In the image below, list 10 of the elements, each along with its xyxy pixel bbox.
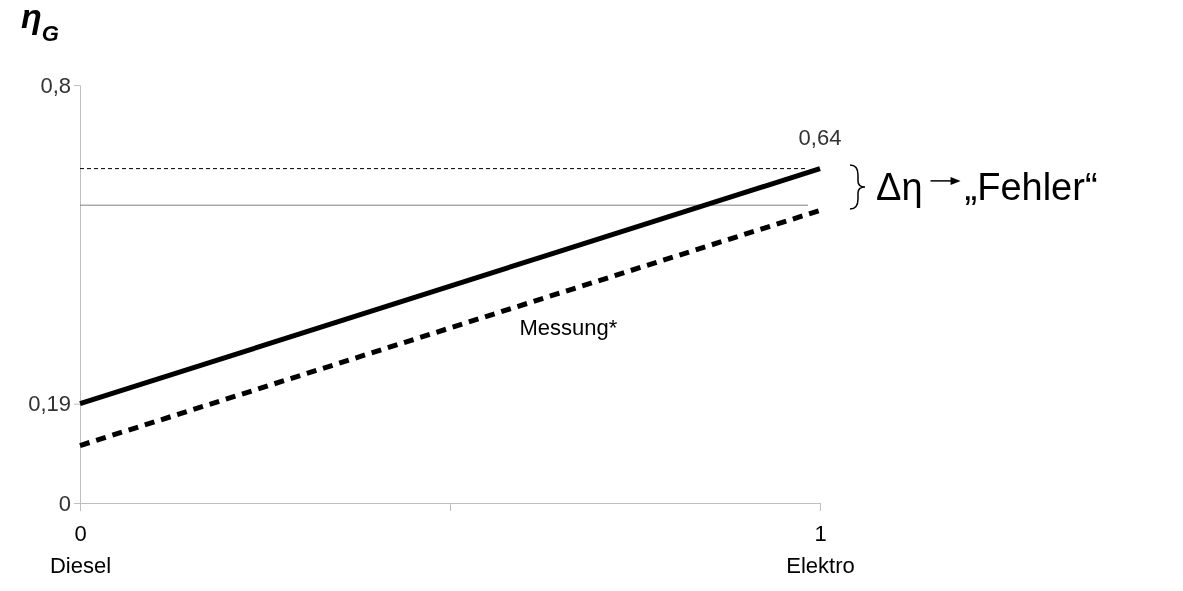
y-tick-label: 0,8 — [40, 72, 71, 98]
y-tick-label: 0,19 — [28, 391, 71, 417]
y-tick-label: 0 — [58, 490, 71, 516]
text: „Fehler“ — [964, 165, 1098, 208]
series-label: Messung* — [519, 315, 618, 341]
y-axis-title: η$_{G}$ — [21, 0, 59, 46]
x-tick-label: 0 Diesel — [49, 521, 112, 578]
text: Δη — [876, 165, 923, 208]
x-tick-label: 1 Elektro — [786, 521, 855, 578]
annotation: 0,64 — [798, 124, 842, 150]
